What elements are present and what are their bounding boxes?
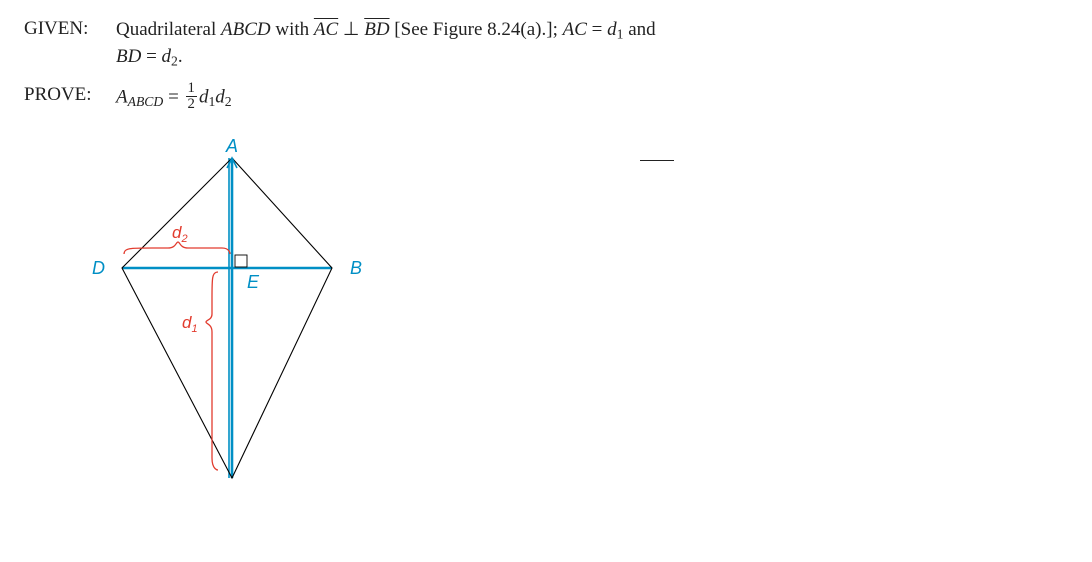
given-ac: AC bbox=[563, 19, 587, 40]
prove-A-sub: ABCD bbox=[128, 94, 164, 109]
fraction-half: 12 bbox=[186, 82, 197, 110]
given-tail: and bbox=[623, 19, 655, 40]
given-seg-bd: BD bbox=[364, 19, 389, 40]
perp-symbol: ⊥ bbox=[338, 19, 364, 40]
label-B: B bbox=[350, 258, 362, 278]
given-label: GIVEN: bbox=[24, 18, 116, 40]
given-ref: [See Figure 8.24(a).]; bbox=[390, 19, 563, 40]
label-D: D bbox=[92, 258, 105, 278]
given-period: . bbox=[178, 46, 183, 67]
prove-eq: = bbox=[163, 86, 183, 107]
right-angle-icon bbox=[235, 255, 247, 267]
given-eq1: = bbox=[587, 19, 607, 40]
prove-label: PROVE: bbox=[24, 84, 116, 106]
given-line2: BD = d2. bbox=[116, 46, 1068, 69]
prove-d1: d bbox=[199, 86, 209, 107]
stray-overline bbox=[640, 160, 674, 161]
label-E: E bbox=[247, 272, 260, 292]
given-text-2: with bbox=[271, 19, 314, 40]
kite-outline bbox=[122, 158, 332, 478]
figure-kite: A B D E d2 d1 bbox=[72, 138, 1068, 504]
prove-A: A bbox=[116, 86, 128, 107]
frac-den: 2 bbox=[186, 97, 197, 111]
given-content: Quadrilateral ABCD with AC ⊥ BD [See Fig… bbox=[116, 18, 1068, 42]
given-seg-ac: AC bbox=[314, 19, 338, 40]
brace-d1 bbox=[206, 272, 218, 470]
brace-d2 bbox=[124, 242, 230, 254]
label-d1: d1 bbox=[182, 313, 198, 335]
label-d2: d2 bbox=[172, 223, 188, 245]
label-A: A bbox=[225, 138, 238, 156]
prove-d2-sub: 2 bbox=[225, 94, 232, 109]
given-quad: ABCD bbox=[221, 19, 271, 40]
given-bd: BD bbox=[116, 46, 141, 67]
given-text-1: Quadrilateral bbox=[116, 19, 221, 40]
frac-num: 1 bbox=[186, 82, 197, 97]
given-d1: d bbox=[607, 19, 617, 40]
prove-d2: d bbox=[215, 86, 225, 107]
given-d2: d bbox=[162, 46, 172, 67]
given-d2-sub: 2 bbox=[171, 54, 178, 69]
given-eq2: = bbox=[141, 46, 161, 67]
prove-content: AABCD = 12d1d2 bbox=[116, 84, 1068, 112]
